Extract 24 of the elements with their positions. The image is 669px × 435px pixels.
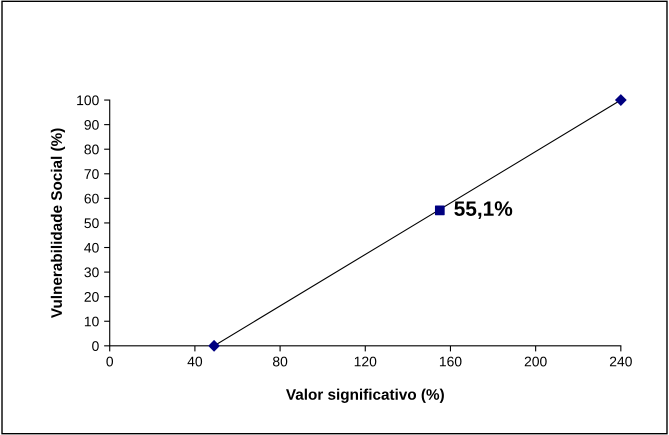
point xyxy=(434,206,445,216)
y-tick-label: 50 xyxy=(84,218,99,228)
y-tick-label: 90 xyxy=(84,120,99,130)
x-tick-label: 0 xyxy=(106,356,114,366)
x-tick-label: 160 xyxy=(440,356,462,366)
data-label: 55,1% xyxy=(454,201,512,220)
y-tick-label: 70 xyxy=(84,169,99,179)
y-tick-label: 80 xyxy=(84,144,99,154)
x-axis-title: Valor significativo (%) xyxy=(286,388,444,403)
y-tick-label: 20 xyxy=(84,292,99,302)
x-tick-label: 240 xyxy=(610,356,632,366)
y-tick-label: 10 xyxy=(84,316,99,326)
x-tick-label: 120 xyxy=(354,356,376,366)
y-tick-label: 60 xyxy=(84,194,99,204)
y-tick-label: 30 xyxy=(84,267,99,278)
y-tick-label: 40 xyxy=(84,242,99,253)
x-tick-label: 80 xyxy=(272,356,288,366)
point xyxy=(208,340,220,352)
x-tick-label: 40 xyxy=(188,356,202,366)
point xyxy=(615,94,626,106)
y-axis-title: Vulnerabilidade Social (%) xyxy=(50,128,66,318)
y-tick-label: 100 xyxy=(77,95,99,106)
y-tick-label: 0 xyxy=(92,341,99,351)
x-tick-label: 200 xyxy=(524,356,547,366)
